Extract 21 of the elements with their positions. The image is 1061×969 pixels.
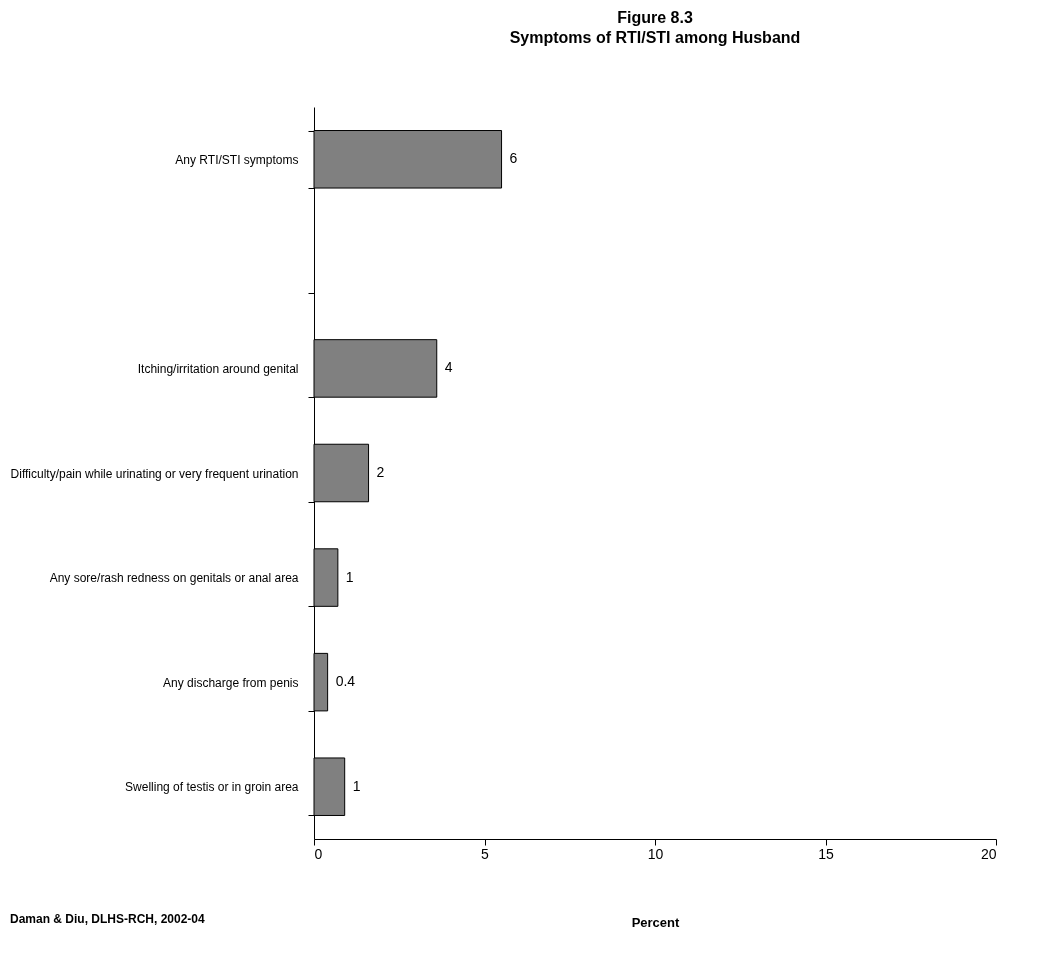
y-tick-label: Swelling of testis or in groin area [125, 780, 299, 795]
x-tick-label: 15 [818, 845, 834, 862]
data-label: 4 [444, 359, 453, 376]
x-tick-label: 10 [647, 845, 664, 862]
chart-title: Figure 8.3 [617, 9, 693, 26]
data-label: 6 [509, 150, 518, 167]
data-label: 0.4 [335, 673, 356, 690]
y-tick-label: Any sore/rash redness on genitals or anal area [49, 571, 299, 586]
text: Daman & Diu, DLHS-RCH, 2002-04 [10, 912, 205, 926]
data-label: 2 [376, 464, 385, 480]
y-tick-label: Any RTI/STI symptoms [175, 152, 299, 167]
x-tick-label: 5 [481, 845, 490, 862]
x-axis-title: Percent [631, 914, 681, 930]
data-label: 1 [345, 568, 354, 585]
y-tick-label: Itching/irritation around genital [137, 361, 299, 376]
data-label: 1 [352, 777, 361, 794]
x-tick-label: 20 [980, 845, 997, 862]
y-tick-label: Difficulty/pain while urinating or very frequent urination [10, 466, 299, 481]
chart-subtitle: Symptoms of RTI/STI among Husband [509, 29, 801, 46]
x-tick-label: 0 [314, 845, 323, 862]
y-tick-label: Any discharge from penis [163, 675, 299, 690]
